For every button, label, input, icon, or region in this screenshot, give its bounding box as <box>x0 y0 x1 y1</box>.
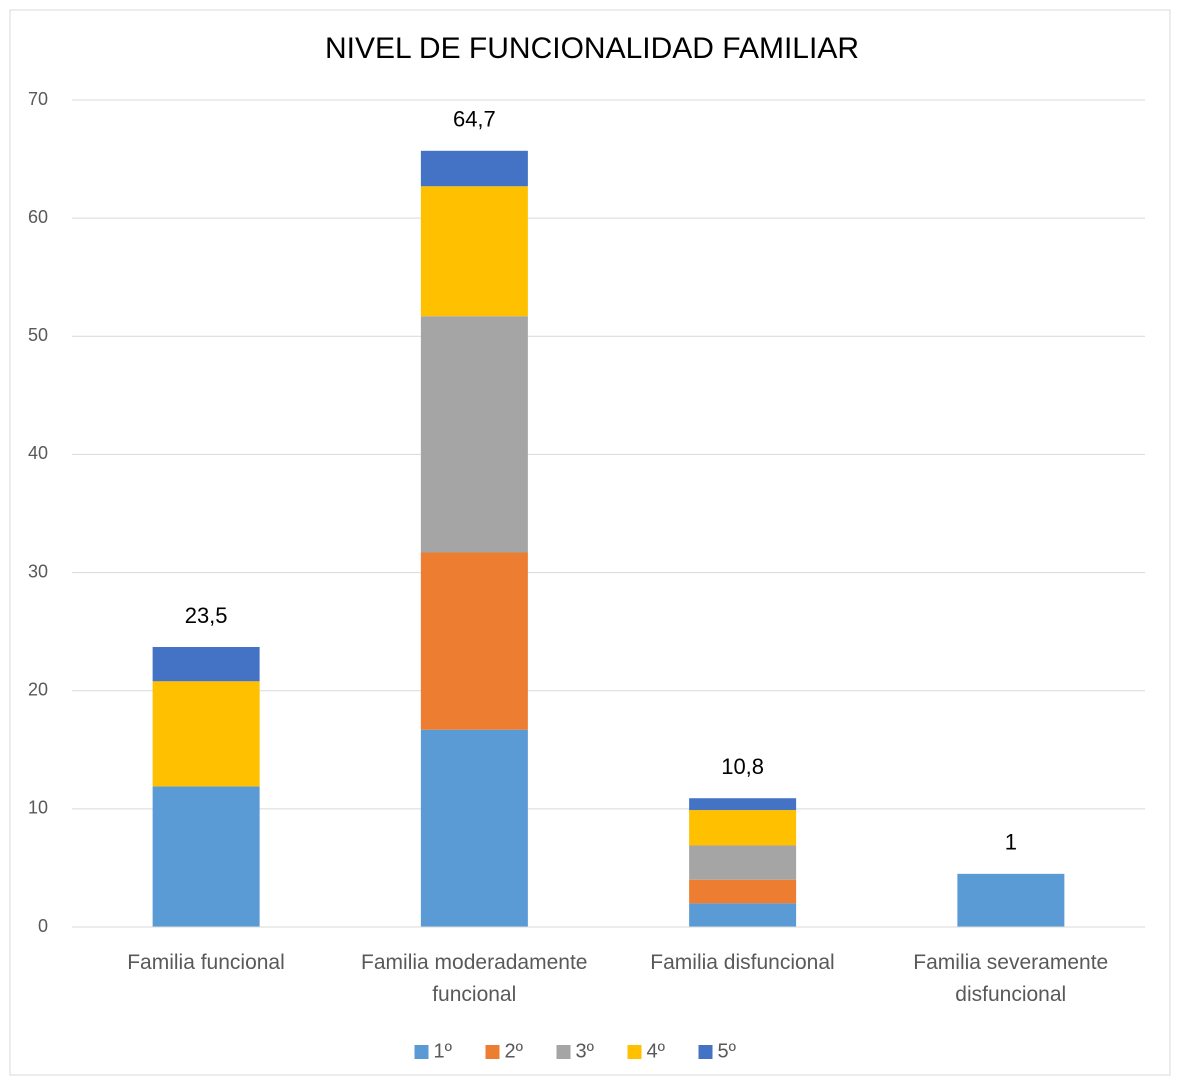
bar-label: 10,8 <box>721 754 764 779</box>
bar-segment <box>689 845 797 880</box>
bar-segment <box>152 786 260 927</box>
bar-segment <box>420 150 528 187</box>
bar-label: 1 <box>1005 830 1017 855</box>
chart-title: NIVEL DE FUNCIONALIDAD FAMILIAR <box>325 32 859 65</box>
legend-label: 2º <box>505 1040 524 1062</box>
x-tick-label: Familia funcional <box>127 951 285 974</box>
bar-segment <box>957 873 1065 927</box>
y-tick-label: 70 <box>28 89 48 109</box>
bar-segment <box>420 186 528 317</box>
legend-swatch <box>485 1045 500 1059</box>
bar-segment <box>689 798 797 811</box>
y-tick-label: 10 <box>28 798 48 818</box>
y-tick-label: 0 <box>38 916 48 936</box>
y-tick-label: 60 <box>28 207 48 227</box>
bar-segment <box>420 552 528 730</box>
bar-segment <box>152 647 260 682</box>
bar-segment <box>689 879 797 904</box>
bar-label: 23,5 <box>185 603 228 628</box>
legend-label: 1º <box>434 1040 453 1062</box>
bar-segment <box>689 810 797 846</box>
bar-segment <box>152 681 260 787</box>
x-tick-label: Familia disfuncional <box>650 951 835 974</box>
y-tick-label: 40 <box>28 443 48 463</box>
bar-label: 64,7 <box>453 107 496 132</box>
legend-swatch <box>698 1045 713 1059</box>
legend-label: 4º <box>647 1040 666 1062</box>
x-tick-label: Familia moderadamente funcional <box>361 951 588 1006</box>
legend-swatch <box>414 1045 429 1059</box>
legend-label: 3º <box>576 1040 595 1062</box>
y-tick-label: 20 <box>28 679 48 699</box>
legend-swatch <box>627 1045 642 1059</box>
x-tick-label: Familia severamente disfuncional <box>913 951 1109 1006</box>
y-tick-label: 50 <box>28 325 48 345</box>
legend-label: 5º <box>718 1040 737 1062</box>
y-tick-label: 30 <box>28 561 48 581</box>
bar-segment <box>420 316 528 553</box>
bar-segment <box>689 903 797 927</box>
bar-segment <box>420 729 528 927</box>
legend-swatch <box>556 1045 571 1059</box>
